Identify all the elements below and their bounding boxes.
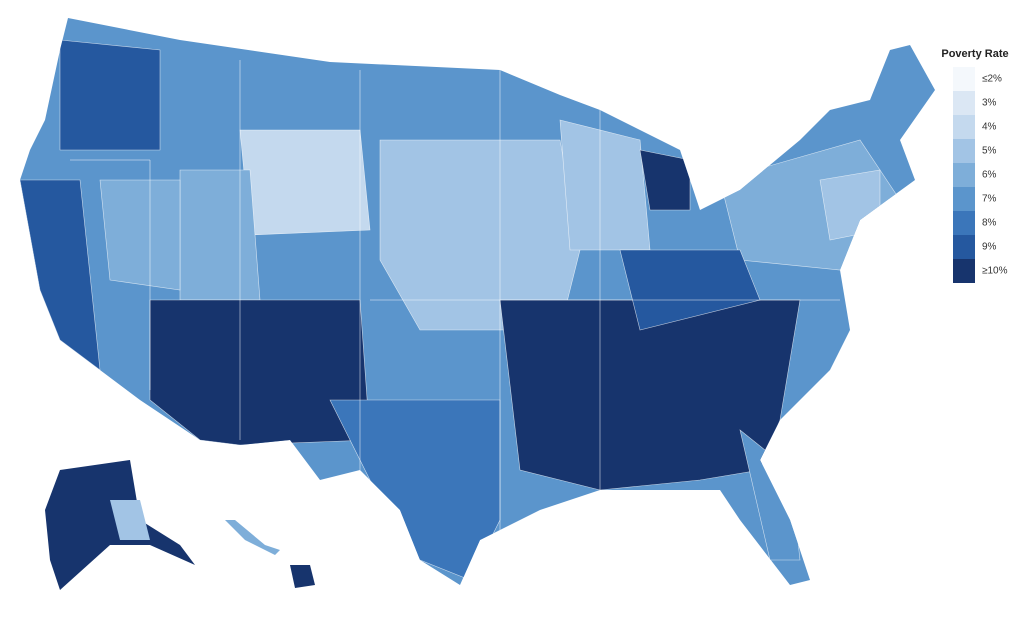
legend-swatch <box>953 187 975 211</box>
legend-swatch <box>953 163 975 187</box>
legend-swatch <box>953 211 975 235</box>
legend-label: 8% <box>982 218 997 229</box>
legend-swatch <box>953 259 975 283</box>
legend-label: 7% <box>982 194 997 205</box>
region <box>639 149 691 211</box>
legend: Poverty Rate ≤2% 3% 4% 5% 6% 7% 8% 9% ≥10% <box>941 48 1009 283</box>
region <box>239 129 371 236</box>
legend-swatch <box>953 115 975 139</box>
legend-swatch <box>953 235 975 259</box>
legend-swatch <box>953 67 975 91</box>
hawaii-islands <box>225 520 280 555</box>
region <box>819 169 881 241</box>
contiguous-us <box>20 18 935 585</box>
legend-label: 3% <box>982 98 997 109</box>
legend-label: 6% <box>982 170 997 181</box>
legend-swatch <box>953 91 975 115</box>
legend-swatch <box>953 139 975 163</box>
region <box>20 179 101 371</box>
legend-title: Poverty Rate <box>941 48 1008 60</box>
alaska-south <box>110 500 150 540</box>
hawaii <box>290 565 315 588</box>
legend-label: ≥10% <box>982 266 1008 277</box>
region <box>59 39 161 151</box>
region <box>329 399 501 581</box>
region <box>499 299 801 491</box>
region <box>179 169 261 301</box>
legend-label: ≤2% <box>982 74 1002 85</box>
region <box>559 119 651 251</box>
legend-label: 5% <box>982 146 997 157</box>
region <box>149 299 371 446</box>
legend-label: 4% <box>982 122 997 133</box>
legend-label: 9% <box>982 242 997 253</box>
region <box>99 179 181 291</box>
alaska-hawaii <box>45 460 315 590</box>
